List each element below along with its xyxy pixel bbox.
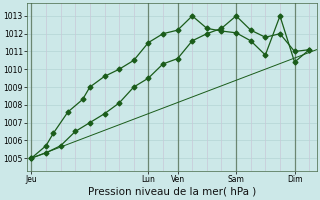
X-axis label: Pression niveau de la mer( hPa ): Pression niveau de la mer( hPa ) bbox=[88, 187, 256, 197]
